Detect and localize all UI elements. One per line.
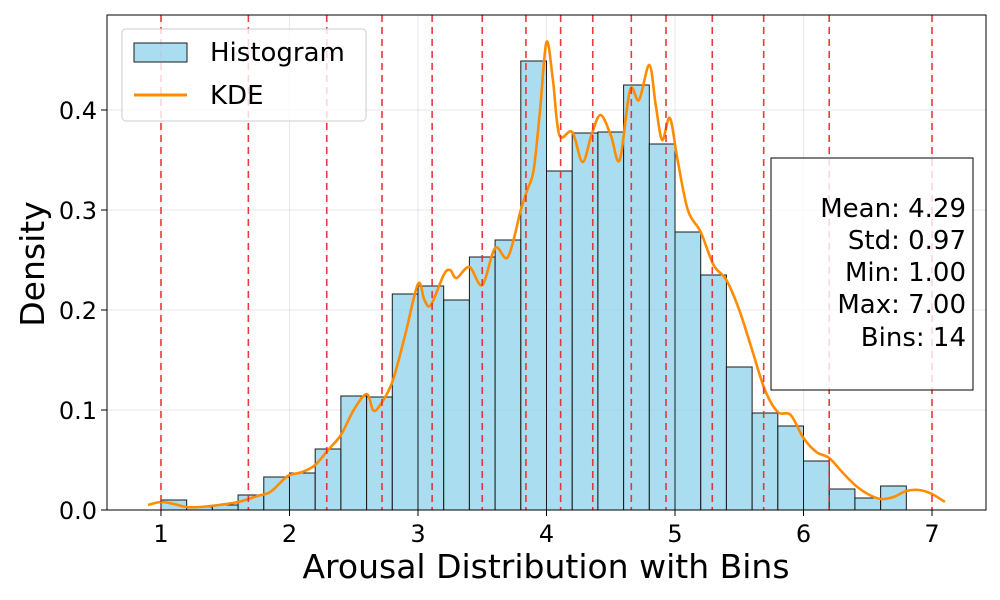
histogram-bar-21 — [700, 274, 727, 511]
y-tick-label-0: 0.0 — [59, 497, 97, 525]
histogram-bar-6 — [314, 448, 342, 511]
stats-mean: Mean: 4.29 — [820, 194, 966, 224]
histogram-bar-17 — [597, 131, 625, 511]
y-tick-label-4: 0.4 — [59, 97, 97, 125]
y-tick-label-3: 0.3 — [59, 197, 97, 225]
histogram-bar-13 — [494, 239, 522, 511]
legend-histogram-label: Histogram — [210, 38, 345, 68]
histogram-bar-11 — [443, 299, 470, 511]
bin-edge-lines — [160, 15, 933, 510]
y-axis-ticks: 0.0 0.1 0.2 0.3 0.4 — [59, 97, 107, 525]
histogram-bar-22 — [725, 366, 753, 511]
histogram-bar-20 — [674, 231, 702, 511]
histogram-bar-23 — [751, 412, 779, 511]
x-tick-label-3: 4 — [539, 520, 554, 548]
legend: Histogram KDE — [121, 28, 367, 122]
stats-max: Max: 7.00 — [837, 290, 966, 320]
y-axis-label: Density — [13, 201, 52, 326]
x-tick-label-0: 1 — [153, 520, 168, 548]
histogram-bar-8 — [366, 396, 393, 511]
stats-box-frame — [770, 157, 974, 391]
y-tick-label-1: 0.1 — [59, 397, 97, 425]
histogram-bar-25 — [803, 460, 830, 511]
x-tick-label-6: 7 — [924, 520, 939, 548]
histogram-bar-16 — [571, 132, 599, 511]
x-tick-label-2: 3 — [410, 520, 425, 548]
kde-curve — [147, 40, 946, 509]
histogram-bars — [160, 60, 907, 511]
histogram-bar-15 — [546, 170, 573, 511]
histogram-bar-9 — [391, 293, 419, 511]
x-tick-label-5: 6 — [796, 520, 811, 548]
legend-histogram-swatch — [133, 42, 188, 63]
stats-min: Min: 1.00 — [845, 258, 966, 288]
legend-kde-label: KDE — [210, 81, 264, 111]
x-axis-label: Arousal Distribution with Bins — [302, 547, 789, 586]
kde-line — [147, 40, 946, 509]
stats-box: Mean: 4.29 Std: 0.97 Min: 1.00 Max: 7.00… — [770, 157, 974, 391]
histogram-bar-18 — [623, 84, 650, 511]
histogram-bar-10 — [417, 285, 445, 511]
y-tick-label-2: 0.2 — [59, 297, 97, 325]
histogram-bar-5 — [288, 472, 316, 511]
histogram-bar-24 — [777, 425, 805, 511]
histogram-bar-7 — [340, 395, 368, 511]
x-axis-ticks: 1 2 3 4 5 6 7 — [153, 510, 940, 548]
histogram-bar-19 — [648, 143, 676, 511]
histogram-bar-27 — [854, 497, 882, 511]
stats-std: Std: 0.97 — [848, 226, 966, 256]
histogram-bar-14 — [520, 60, 547, 511]
histogram-bar-26 — [828, 488, 856, 511]
stats-bins: Bins: 14 — [861, 323, 966, 353]
x-tick-label-4: 5 — [667, 520, 682, 548]
x-tick-label-1: 2 — [282, 520, 297, 548]
